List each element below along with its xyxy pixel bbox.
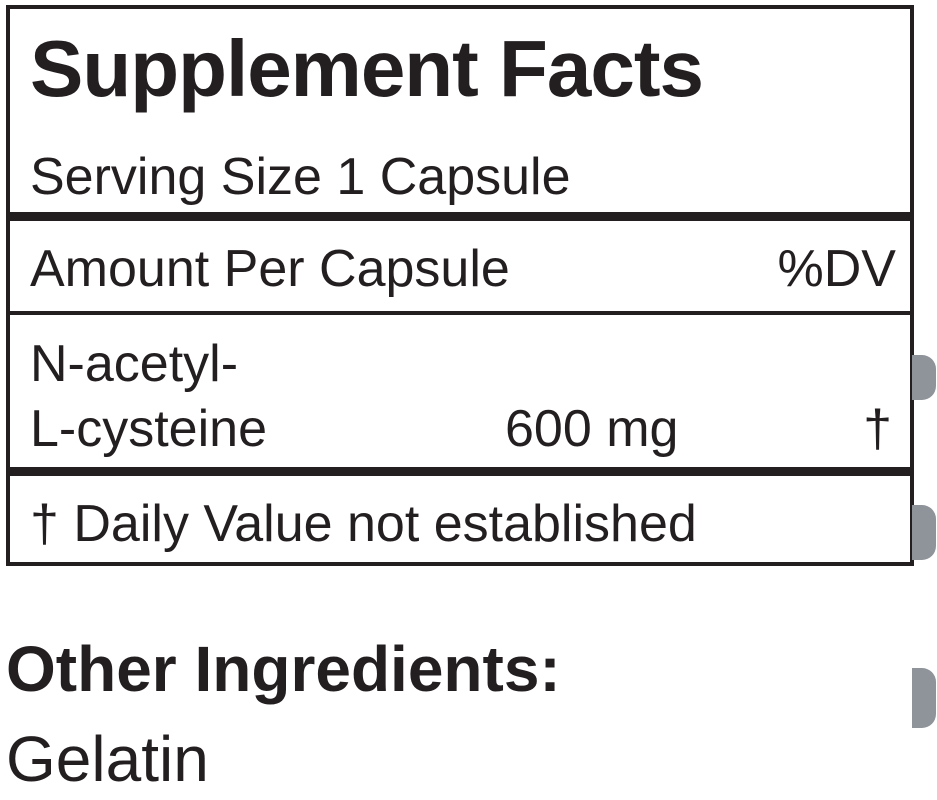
footnote: † Daily Value not established [30, 495, 697, 553]
supplement-facts-panel: Supplement Facts Serving Size 1 Capsule … [6, 5, 914, 566]
divider [10, 467, 910, 476]
other-ingredients-value: Gelatin [6, 723, 209, 795]
ingredient-name-line1: N-acetyl- [30, 335, 239, 393]
ingredient-name-line2: L-cysteine [30, 400, 267, 458]
side-tab [912, 505, 936, 560]
panel-title: Supplement Facts [30, 24, 704, 113]
ingredient-dv: † [863, 400, 892, 458]
dv-header: %DV [777, 240, 896, 298]
serving-size: Serving Size 1 Capsule [30, 148, 571, 206]
side-tab [912, 668, 936, 728]
other-ingredients-heading: Other Ingredients: [6, 633, 561, 705]
divider [10, 311, 910, 315]
ingredient-amount: 600 mg [505, 400, 679, 458]
divider [10, 212, 910, 221]
amount-header: Amount Per Capsule [30, 240, 510, 298]
side-tab [912, 355, 936, 400]
